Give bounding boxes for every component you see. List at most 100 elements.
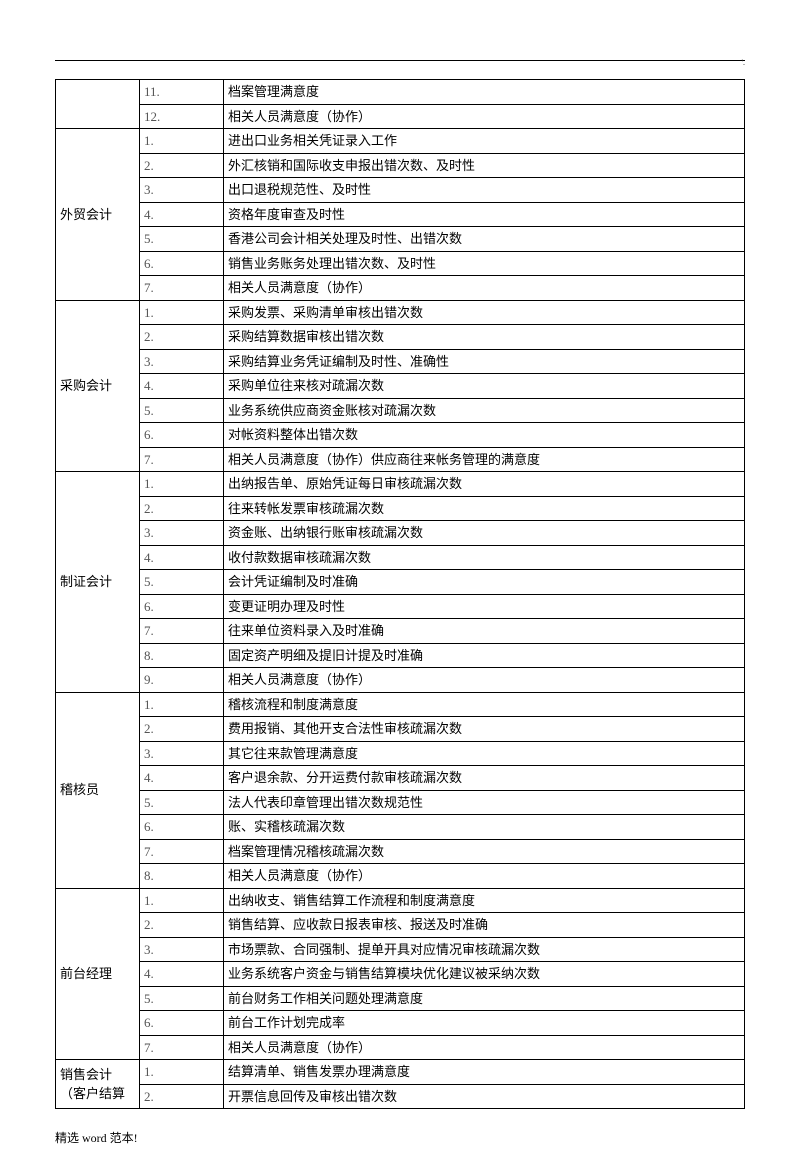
table-row: 6.账、实稽核疏漏次数	[56, 815, 745, 840]
table-row: 4.客户退余款、分开运费付款审核疏漏次数	[56, 766, 745, 791]
number-cell: 8.	[140, 643, 224, 668]
category-cell: 制证会计	[56, 472, 140, 693]
table-row: 6.变更证明办理及时性	[56, 594, 745, 619]
number-cell: 4.	[140, 545, 224, 570]
number-cell: 2.	[140, 913, 224, 938]
table-row: 4.收付款数据审核疏漏次数	[56, 545, 745, 570]
desc-cell: 固定资产明细及提旧计提及时准确	[224, 643, 745, 668]
number-cell: 5.	[140, 986, 224, 1011]
desc-cell: 费用报销、其他开支合法性审核疏漏次数	[224, 717, 745, 742]
table-row: 7.相关人员满意度（协作）	[56, 1035, 745, 1060]
number-cell: 11.	[140, 80, 224, 105]
table-row: 4.采购单位往来核对疏漏次数	[56, 374, 745, 399]
category-cell: 稽核员	[56, 692, 140, 888]
desc-cell: 其它往来款管理满意度	[224, 741, 745, 766]
desc-cell: 采购结算数据审核出错次数	[224, 325, 745, 350]
desc-cell: 进出口业务相关凭证录入工作	[224, 129, 745, 154]
number-cell: 7.	[140, 619, 224, 644]
table-row: 12.相关人员满意度（协作）	[56, 104, 745, 129]
desc-cell: 采购单位往来核对疏漏次数	[224, 374, 745, 399]
desc-cell: 资格年度审查及时性	[224, 202, 745, 227]
table-row: 稽核员1.稽核流程和制度满意度	[56, 692, 745, 717]
desc-cell: 业务系统客户资金与销售结算模块优化建议被采纳次数	[224, 962, 745, 987]
table-row: 7.档案管理情况稽核疏漏次数	[56, 839, 745, 864]
table-row: 7.相关人员满意度（协作）	[56, 276, 745, 301]
number-cell: 3.	[140, 178, 224, 203]
top-divider	[55, 60, 745, 61]
number-cell: 1.	[140, 692, 224, 717]
desc-cell: 外汇核销和国际收支申报出错次数、及时性	[224, 153, 745, 178]
category-cell	[56, 80, 140, 129]
number-cell: 2.	[140, 496, 224, 521]
number-cell: 9.	[140, 668, 224, 693]
category-cell: 前台经理	[56, 888, 140, 1060]
table-row: 3.出口退税规范性、及时性	[56, 178, 745, 203]
desc-cell: 收付款数据审核疏漏次数	[224, 545, 745, 570]
table-row: 采购会计1.采购发票、采购清单审核出错次数	[56, 300, 745, 325]
number-cell: 5.	[140, 790, 224, 815]
number-cell: 5.	[140, 570, 224, 595]
number-cell: 4.	[140, 374, 224, 399]
table-row: 2.往来转帐发票审核疏漏次数	[56, 496, 745, 521]
table-row: 外贸会计1.进出口业务相关凭证录入工作	[56, 129, 745, 154]
desc-cell: 前台工作计划完成率	[224, 1011, 745, 1036]
desc-cell: 香港公司会计相关处理及时性、出错次数	[224, 227, 745, 252]
table-row: 8.相关人员满意度（协作）	[56, 864, 745, 889]
number-cell: 7.	[140, 276, 224, 301]
table-row: 3.资金账、出纳银行账审核疏漏次数	[56, 521, 745, 546]
number-cell: 2.	[140, 153, 224, 178]
table-row: 7.往来单位资料录入及时准确	[56, 619, 745, 644]
desc-cell: 开票信息回传及审核出错次数	[224, 1084, 745, 1109]
category-cell: 采购会计	[56, 300, 140, 472]
desc-cell: 前台财务工作相关问题处理满意度	[224, 986, 745, 1011]
number-cell: 7.	[140, 839, 224, 864]
desc-cell: 相关人员满意度（协作）	[224, 668, 745, 693]
number-cell: 3.	[140, 521, 224, 546]
desc-cell: 市场票款、合同强制、提单开具对应情况审核疏漏次数	[224, 937, 745, 962]
category-cell: 外贸会计	[56, 129, 140, 301]
number-cell: 5.	[140, 227, 224, 252]
table-row: 3.采购结算业务凭证编制及时性、准确性	[56, 349, 745, 374]
table-row: 2.费用报销、其他开支合法性审核疏漏次数	[56, 717, 745, 742]
number-cell: 1.	[140, 300, 224, 325]
table-row: 5.前台财务工作相关问题处理满意度	[56, 986, 745, 1011]
number-cell: 2.	[140, 325, 224, 350]
table-row: 3.市场票款、合同强制、提单开具对应情况审核疏漏次数	[56, 937, 745, 962]
table-row: 3.其它往来款管理满意度	[56, 741, 745, 766]
number-cell: 4.	[140, 962, 224, 987]
desc-cell: 往来单位资料录入及时准确	[224, 619, 745, 644]
desc-cell: 销售业务账务处理出错次数、及时性	[224, 251, 745, 276]
desc-cell: 相关人员满意度（协作）	[224, 864, 745, 889]
table-row: 2.销售结算、应收款日报表审核、报送及时准确	[56, 913, 745, 938]
table-row: 6.前台工作计划完成率	[56, 1011, 745, 1036]
table-row: 7.相关人员满意度（协作）供应商往来帐务管理的满意度	[56, 447, 745, 472]
desc-cell: 往来转帐发票审核疏漏次数	[224, 496, 745, 521]
main-table: 11.档案管理满意度12.相关人员满意度（协作）外贸会计1.进出口业务相关凭证录…	[55, 79, 745, 1109]
number-cell: 4.	[140, 766, 224, 791]
number-cell: 2.	[140, 717, 224, 742]
table-row: 2.外汇核销和国际收支申报出错次数、及时性	[56, 153, 745, 178]
number-cell: 8.	[140, 864, 224, 889]
desc-cell: 会计凭证编制及时准确	[224, 570, 745, 595]
desc-cell: 销售结算、应收款日报表审核、报送及时准确	[224, 913, 745, 938]
table-row: 6.对帐资料整体出错次数	[56, 423, 745, 448]
table-row: 6.销售业务账务处理出错次数、及时性	[56, 251, 745, 276]
number-cell: 1.	[140, 1060, 224, 1085]
desc-cell: 相关人员满意度（协作）	[224, 276, 745, 301]
desc-cell: 相关人员满意度（协作）	[224, 1035, 745, 1060]
number-cell: 7.	[140, 1035, 224, 1060]
number-cell: 1.	[140, 888, 224, 913]
desc-cell: 业务系统供应商资金账核对疏漏次数	[224, 398, 745, 423]
desc-cell: 采购发票、采购清单审核出错次数	[224, 300, 745, 325]
table-row: 2.开票信息回传及审核出错次数	[56, 1084, 745, 1109]
number-cell: 6.	[140, 423, 224, 448]
number-cell: 12.	[140, 104, 224, 129]
desc-cell: 相关人员满意度（协作）供应商往来帐务管理的满意度	[224, 447, 745, 472]
table-row: 2.采购结算数据审核出错次数	[56, 325, 745, 350]
table-row: 11.档案管理满意度	[56, 80, 745, 105]
number-cell: 3.	[140, 937, 224, 962]
desc-cell: 出口退税规范性、及时性	[224, 178, 745, 203]
number-cell: 5.	[140, 398, 224, 423]
desc-cell: 采购结算业务凭证编制及时性、准确性	[224, 349, 745, 374]
table-row: 5.会计凭证编制及时准确	[56, 570, 745, 595]
